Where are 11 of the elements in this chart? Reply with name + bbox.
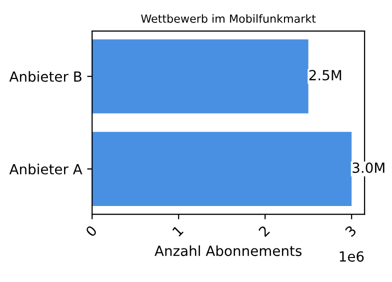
text: 1e6 bbox=[340, 251, 364, 262]
data-label: 3.0M bbox=[352, 162, 384, 173]
x-tick-label: 3 bbox=[344, 225, 357, 238]
y-tick-label: Anbieter A bbox=[9, 164, 82, 174]
x-axis-title: Anzahl Abonnements bbox=[154, 245, 302, 256]
x-tick-label: 2 bbox=[258, 225, 270, 238]
y-tick-label: Anbieter B bbox=[9, 71, 82, 82]
x-tick-label: 0 bbox=[85, 224, 98, 238]
data-label: 2.5M bbox=[309, 70, 342, 80]
chart-title: Wettbewerb im Mobilfunkmarkt bbox=[141, 14, 316, 23]
x-tick-label: 1 bbox=[172, 225, 184, 237]
